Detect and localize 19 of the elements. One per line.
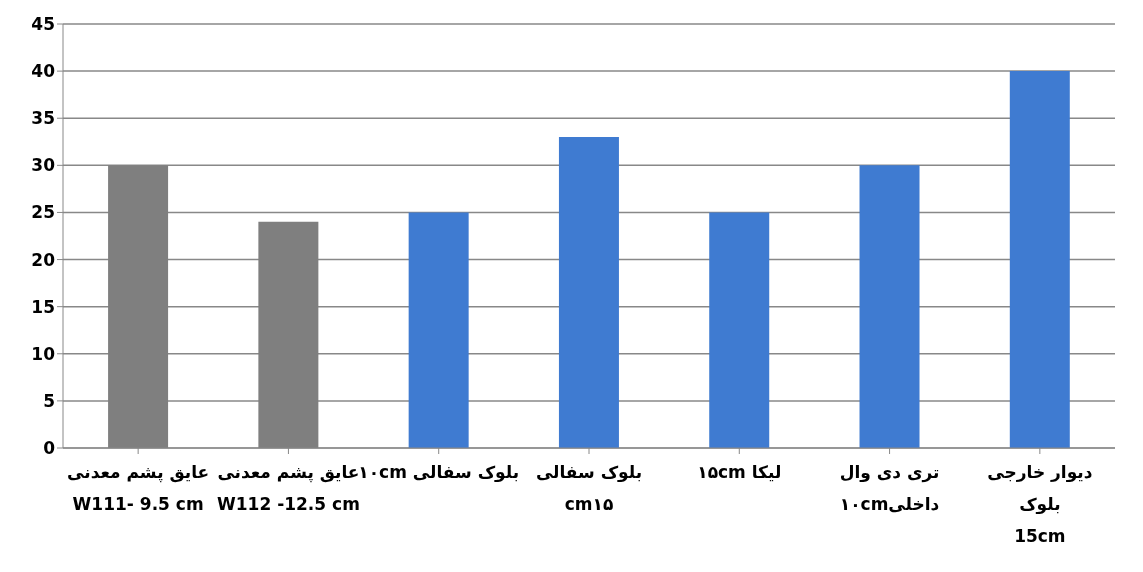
bar [859,165,920,448]
bar [408,212,469,448]
y-tick-label: 20 [31,249,56,270]
bar [709,212,770,448]
y-tick-label: 10 [31,343,56,364]
x-tick-label: بلوک سفالی cm۱۵ [535,462,643,514]
y-tick-label: 25 [31,202,55,223]
y-tick-label: 40 [31,61,56,82]
y-tick-label: 0 [43,438,56,459]
y-tick-label: 45 [31,14,55,35]
bar [558,137,619,448]
bar [1009,71,1070,448]
y-tick-label: 5 [43,390,55,411]
x-tick-label: بلوک سفالی ۱۰cm [358,462,520,483]
y-tick-label: 35 [31,108,55,129]
x-tick-label: لیکا ۱۵cm [697,462,782,482]
y-tick-label: 30 [31,155,56,176]
y-tick-label: 15 [31,296,55,317]
x-tick-label: تری دی وال داخلی۱۰cm [839,462,940,514]
